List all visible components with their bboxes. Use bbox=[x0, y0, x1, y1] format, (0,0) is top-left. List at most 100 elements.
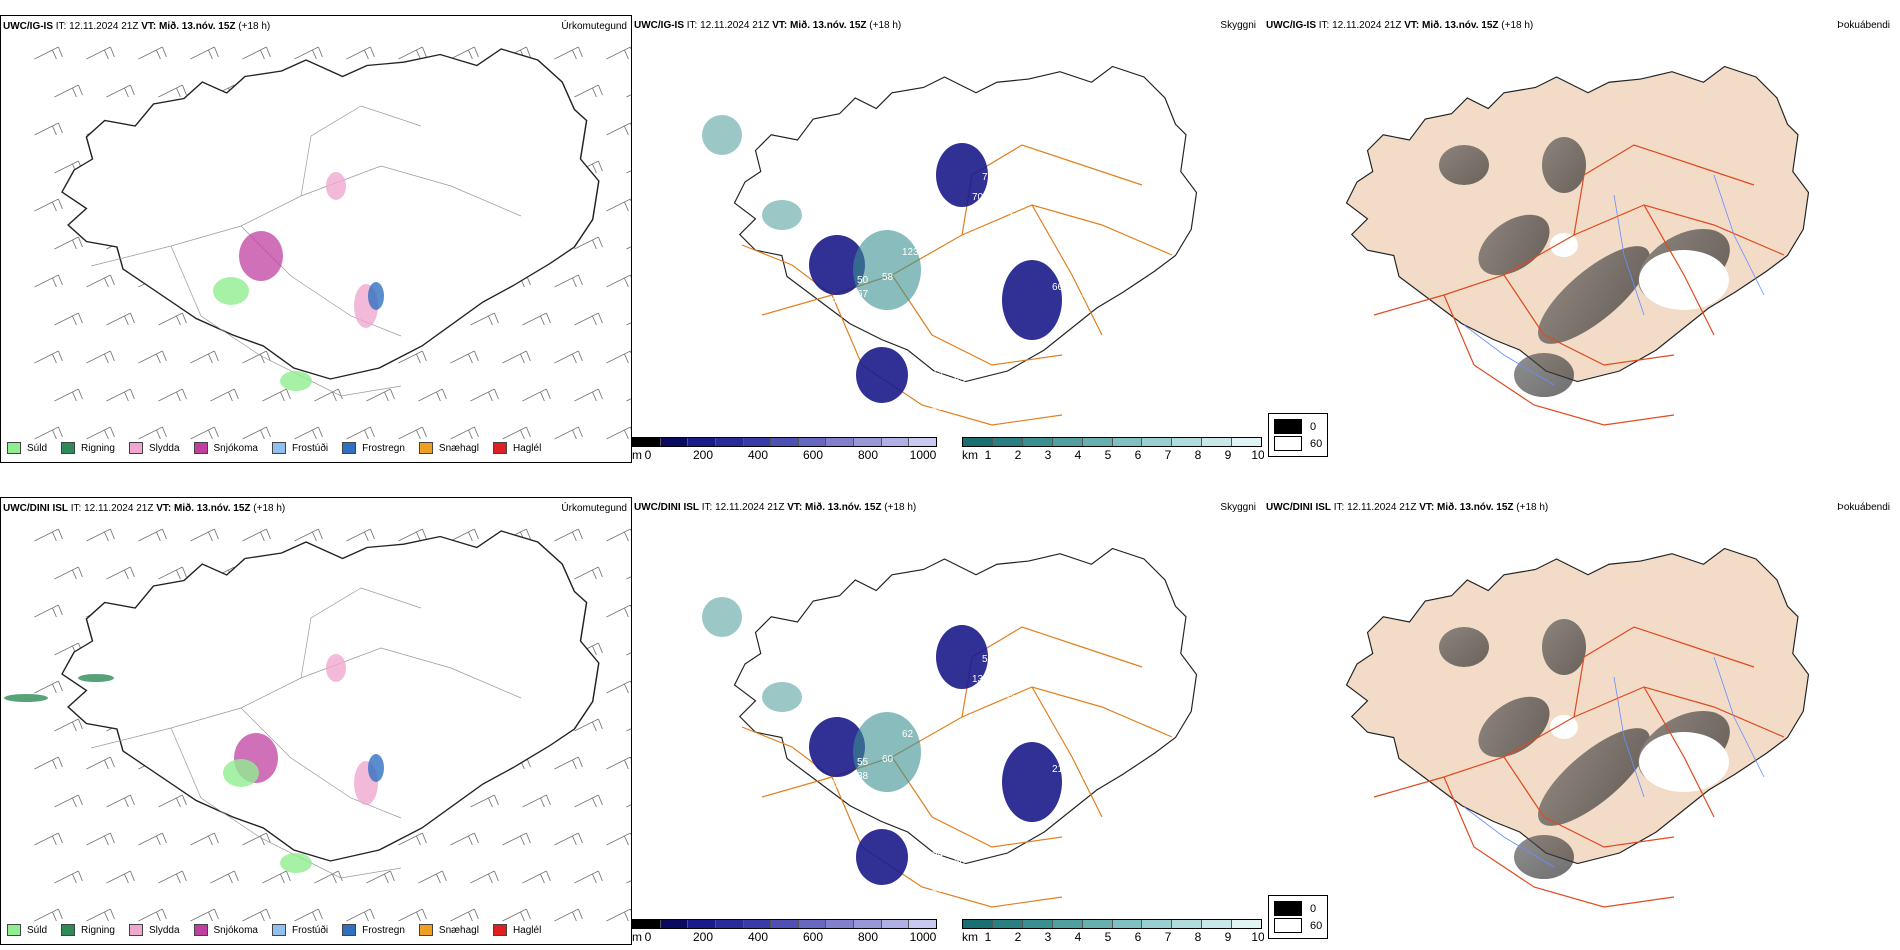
legend-item: Snjókoma bbox=[193, 924, 258, 936]
precip-map[interactable] bbox=[1, 16, 632, 463]
wind-barb-icon bbox=[86, 908, 115, 922]
legend-swatch bbox=[418, 924, 433, 936]
wind-barb-icon bbox=[626, 728, 631, 732]
wind-barb-icon bbox=[346, 426, 375, 440]
colorbar-segment bbox=[1172, 438, 1203, 446]
wind-barb-icon bbox=[138, 908, 167, 922]
wind-barb-icon bbox=[294, 426, 323, 440]
cloud-base-label: 107 bbox=[947, 879, 964, 890]
cloud-base-label: 55 bbox=[927, 385, 939, 396]
colorbar-unit: km bbox=[962, 930, 978, 944]
colorbar-segment bbox=[715, 920, 744, 928]
fog-panel: UWC/IG-IS IT: 12.11.2024 21Z VT: Mið. 13… bbox=[1264, 15, 1900, 463]
legend-label: Rigning bbox=[81, 924, 115, 936]
wind-barb-icon bbox=[554, 426, 583, 440]
legend-label: Frostregn bbox=[362, 442, 405, 454]
precip-type-panel: UWC/IG-IS IT: 12.11.2024 21Z VT: Mið. 13… bbox=[0, 15, 632, 463]
wind-barb-icon bbox=[606, 350, 631, 364]
cloud-base-label: 55 bbox=[857, 757, 869, 768]
wind-barb-icon bbox=[54, 388, 83, 402]
colorbar-tick: 3 bbox=[1044, 448, 1052, 462]
cloud-base-label: 88 bbox=[857, 771, 869, 782]
wind-barb-icon bbox=[502, 426, 531, 440]
wind-barb-icon bbox=[210, 870, 239, 884]
colorbar-segment bbox=[1232, 920, 1262, 928]
legend-item: Haglél bbox=[492, 442, 541, 454]
wind-barb-icon bbox=[34, 350, 63, 364]
valid-time: Mið. 13.nóv. 15Z bbox=[1437, 502, 1514, 513]
colorbar-tick: 6 bbox=[1134, 448, 1142, 462]
colorbar-bar bbox=[962, 919, 1262, 929]
wind-barb-icon bbox=[606, 756, 631, 770]
colorbar-bar bbox=[632, 437, 937, 447]
colorbar-segment bbox=[992, 920, 1023, 928]
precip-area bbox=[326, 654, 346, 682]
wind-barb-icon bbox=[502, 832, 531, 846]
colorbar-segment bbox=[1172, 920, 1203, 928]
legend-swatch bbox=[7, 442, 21, 454]
cloud-base-label: 77 bbox=[1002, 177, 1014, 188]
colorbar-segment bbox=[798, 920, 827, 928]
fog-map[interactable] bbox=[1264, 15, 1900, 463]
precip-area bbox=[78, 674, 114, 682]
fog-legend-label: 60 bbox=[1310, 919, 1323, 932]
colorbar-tick: 800 bbox=[857, 930, 879, 944]
precip-area bbox=[280, 853, 312, 873]
wind-barb-icon bbox=[554, 756, 583, 770]
wind-barb-icon bbox=[398, 908, 427, 922]
wind-barb-icon bbox=[242, 46, 271, 60]
wind-barb-icon bbox=[574, 84, 603, 98]
legend-label: Slydda bbox=[148, 924, 180, 936]
wind-barb-icon bbox=[554, 274, 583, 288]
wind-barb-icon bbox=[574, 718, 603, 732]
cloud-base-label: 60 bbox=[882, 754, 894, 765]
colorbar-tick: 2 bbox=[1014, 448, 1022, 462]
legend-label: Súld bbox=[27, 924, 48, 936]
wind-barb-icon bbox=[138, 350, 167, 364]
wind-barb-icon bbox=[158, 388, 187, 402]
wind-barb-icon bbox=[242, 426, 271, 440]
wind-barb-icon bbox=[54, 566, 83, 580]
visibility-colorbar: km 1 2 3 4 5 6 7 8 9 10 bbox=[962, 437, 1264, 462]
legend-label: Snæhagl bbox=[438, 924, 479, 936]
height-colorbar: m 0 200 400 600 800 1000 bbox=[632, 437, 937, 462]
panel-title: Skyggni bbox=[1220, 20, 1256, 31]
precip-area bbox=[280, 371, 312, 391]
colorbar-segment bbox=[909, 438, 937, 446]
colorbar-segment bbox=[771, 438, 799, 446]
fog-legend-item: 60 bbox=[1274, 918, 1322, 933]
visibility-map[interactable]: 56 74130556260558865505166218180155646017… bbox=[632, 497, 1264, 945]
wind-barb-icon bbox=[54, 794, 83, 808]
cloud-base-label: 177 bbox=[927, 867, 944, 878]
rivers bbox=[1463, 174, 1765, 386]
precip-map[interactable] bbox=[1, 498, 632, 945]
wind-barb-icon bbox=[554, 528, 583, 542]
wind-barb-icon bbox=[554, 46, 583, 60]
colorbar-tick: 9 bbox=[1224, 448, 1232, 462]
wind-barb-icon bbox=[470, 870, 499, 884]
wind-barb-icon bbox=[106, 388, 135, 402]
cloud-base-label: 44 bbox=[914, 891, 926, 902]
wind-barb-icon bbox=[54, 870, 83, 884]
legend-swatch bbox=[271, 924, 286, 936]
colorbar-tick: 800 bbox=[857, 448, 879, 462]
map-header: UWC/IG-IS IT: 12.11.2024 21Z VT: Mið. 13… bbox=[1266, 20, 1533, 31]
fog-map[interactable] bbox=[1264, 497, 1900, 945]
wind-barb-icon bbox=[450, 426, 479, 440]
cloud-base-label: 155 bbox=[1080, 809, 1097, 820]
cloud-areas bbox=[702, 115, 1062, 403]
wind-barb-icon bbox=[450, 528, 479, 542]
wind-barb-icon bbox=[86, 756, 115, 770]
wind-barb-icon bbox=[54, 718, 83, 732]
precip-type-panel: UWC/DINI ISL IT: 12.11.2024 21Z VT: Mið.… bbox=[0, 497, 632, 945]
legend-label: Snjókoma bbox=[213, 924, 258, 936]
wind-barb-icon bbox=[346, 908, 375, 922]
legend-swatch bbox=[61, 924, 76, 936]
wind-barb-icon bbox=[86, 528, 115, 542]
legend-swatch bbox=[271, 442, 286, 454]
visibility-map[interactable]: 71 77707812358506771658128666556779855548… bbox=[632, 15, 1264, 463]
valid-time: Mið. 13.nóv. 15Z bbox=[174, 503, 251, 514]
colorbar-tick: 400 bbox=[747, 930, 769, 944]
wind-barb-icon bbox=[450, 832, 479, 846]
wind-barb-icon bbox=[138, 528, 167, 542]
